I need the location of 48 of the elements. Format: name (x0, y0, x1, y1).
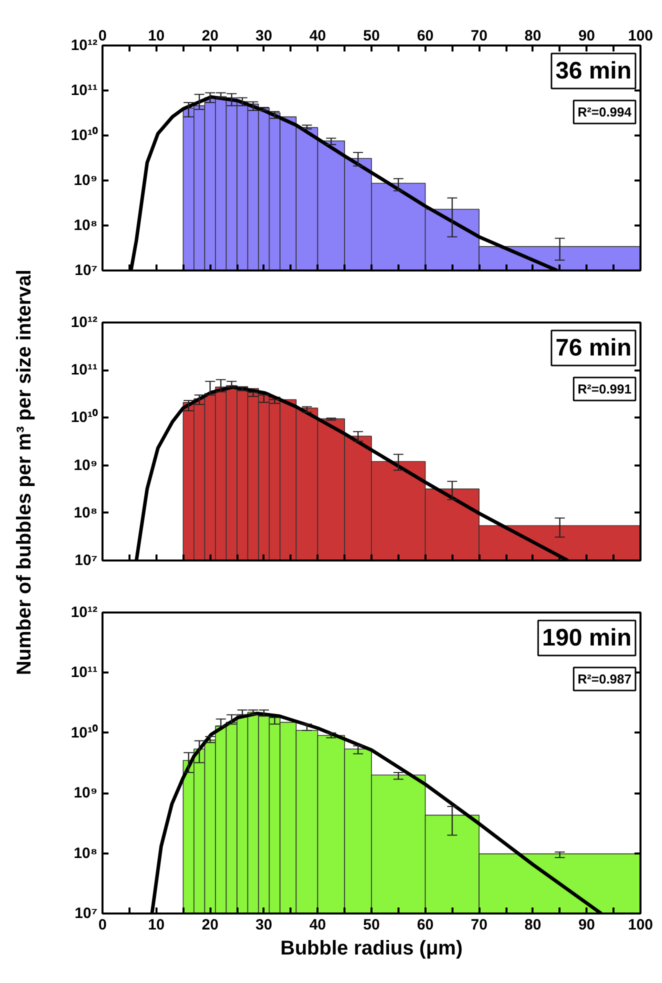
annotation: 36 min (555, 58, 632, 84)
y-tick-label: 10¹¹ (70, 362, 98, 379)
x2-tick-label: 30 (256, 28, 272, 44)
x-tick-label: 0 (98, 916, 107, 934)
x-tick-label: 10 (148, 916, 165, 934)
x-tick-label: 80 (524, 916, 542, 934)
x-tick-label: 90 (578, 916, 596, 934)
y-tick-label: 10⁹ (74, 784, 98, 802)
y-tick-label: 10⁷ (74, 552, 98, 569)
annotation: R²=0.991 (578, 382, 632, 396)
y-tick-label: 10⁹ (74, 456, 98, 474)
y-tick-label: 10⁸ (74, 217, 98, 234)
y-tick-label: 10⁸ (74, 504, 98, 522)
y-tick-label: 10⁸ (74, 844, 98, 862)
x-tick-label: 70 (470, 916, 488, 934)
x-axis-title: Bubble radius (μm) (280, 938, 463, 960)
annotation: R²=0.994 (578, 104, 632, 120)
y-tick-label: 10¹² (70, 314, 98, 331)
annotation: R²=0.987 (578, 672, 632, 686)
x2-tick-label: 0 (98, 28, 107, 44)
x2-tick-label: 50 (363, 28, 380, 44)
x-tick-label: 20 (202, 916, 218, 934)
x-tick-label: 50 (363, 916, 380, 934)
x2-tick-label: 60 (416, 28, 434, 44)
y-tick-label: 10⁷ (74, 262, 98, 279)
y-tick-label: 10¹² (70, 604, 98, 621)
annotation: 76 min (555, 334, 632, 362)
y-tick-label: 10¹⁰ (70, 126, 98, 144)
x-tick-label: 40 (309, 916, 326, 934)
x2-tick-label: 80 (524, 28, 542, 44)
x2-tick-label: 90 (578, 28, 596, 44)
x-tick-label: 30 (256, 916, 272, 934)
y-tick-label: 10¹¹ (70, 664, 98, 682)
x2-tick-label: 100 (628, 28, 654, 44)
x-tick-label: 60 (416, 916, 434, 934)
y-tick-label: 10¹¹ (70, 82, 98, 99)
x2-tick-label: 40 (309, 28, 326, 44)
y-tick-label: 10⁹ (74, 172, 98, 189)
x2-tick-label: 20 (202, 28, 218, 44)
x-tick-label: 100 (628, 916, 654, 934)
y-tick-label: 10¹⁰ (70, 408, 98, 426)
x2-tick-label: 70 (470, 28, 488, 44)
annotation: 190 min (542, 624, 632, 652)
y-axis-title: Number of bubbles per m³ per size interval (14, 270, 36, 676)
y-tick-label: 10¹² (70, 37, 98, 54)
x2-tick-label: 10 (148, 28, 165, 44)
y-tick-label: 10⁷ (74, 905, 98, 922)
y-tick-label: 10¹⁰ (70, 723, 98, 742)
